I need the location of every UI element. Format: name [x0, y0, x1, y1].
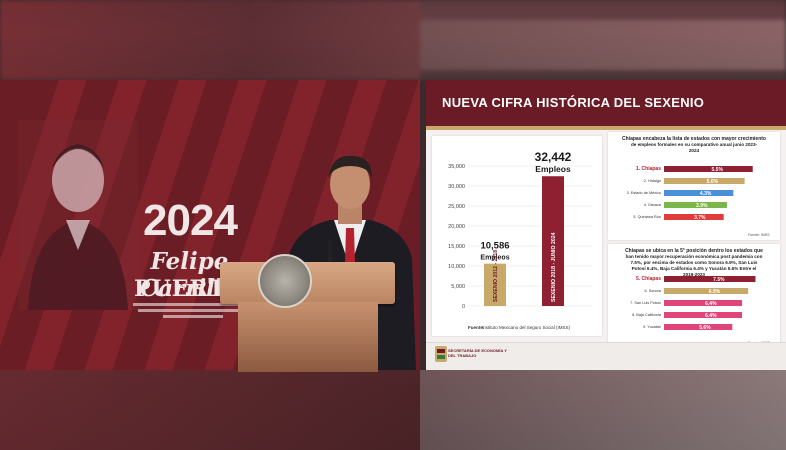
bottom-chart-value-label: 6.4% — [705, 313, 717, 319]
bottom-chart-category-label: 5. Chiapas — [636, 276, 661, 282]
main-chart-card — [432, 136, 602, 336]
top-chart-value-label: 4.3% — [700, 191, 712, 197]
main-chart-value-label: 10,586 — [480, 241, 509, 252]
bottom-chart-value-label: 7.5% — [713, 277, 725, 283]
presentation-slide: NUEVA CIFRA HISTÓRICA DEL SEXENIO 0 5,000… — [426, 80, 786, 370]
top-chart-card — [608, 132, 780, 240]
bottom-chart-bar — [664, 312, 743, 318]
bottom-chart-bar — [664, 276, 756, 282]
slide-header — [426, 80, 786, 126]
slide-accent-bar — [426, 126, 786, 130]
national-seal-icon — [258, 254, 312, 308]
top-chart-category-label: 2. Hidalgo — [644, 179, 661, 183]
top-chart-title-line: 2024 — [689, 148, 700, 153]
main-chart-ytick: 25,000 — [448, 204, 465, 210]
bottom-chart-bar — [664, 300, 743, 306]
bottom-chart-value-label: 6.9% — [709, 289, 721, 295]
bottom-chart-title-line: Chiapas se ubica en la 5° posición dentr… — [625, 248, 763, 254]
bottom-chart-title-line: Potosí 6.4%, Baja California 6.4% y Yuca… — [632, 266, 757, 271]
bottom-chart-title-line: han tenido mayor recuperación económica … — [626, 254, 763, 259]
blurred-background-top — [0, 0, 786, 80]
main-chart-ytick: 30,000 — [448, 184, 465, 190]
top-chart-title-line: Chiapas encabeza la lista de estados con… — [622, 136, 766, 142]
top-chart-bar — [664, 202, 727, 208]
top-chart-title-line: de empleos formales en su comparativo an… — [631, 142, 758, 147]
bottom-chart-title-line: 2019-2023 — [683, 272, 705, 277]
top-chart: Chiapas encabeza la lista de estados con… — [622, 136, 770, 237]
main-chart-category-label: SEXENIO 2018 - JUNIO 2024 — [551, 232, 557, 302]
main-chart-value-label: 32,442 — [535, 150, 572, 164]
top-chart-bar — [664, 214, 724, 220]
slide-footer — [426, 342, 786, 370]
blurred-background-bottom — [0, 370, 786, 450]
slide-title: NUEVA CIFRA HISTÓRICA DEL SEXENIO — [442, 95, 705, 110]
top-chart-category-label: 4. Oaxaca — [644, 203, 662, 207]
main-chart-bar — [542, 176, 564, 306]
top-chart-category-label: 1. Chiapas — [636, 166, 661, 172]
state-emblem-icon — [435, 346, 447, 362]
top-chart-value-label: 5.5% — [712, 167, 724, 173]
microphone — [328, 240, 332, 264]
bottom-chart-category-label: 8. Baja California — [632, 313, 662, 317]
footer-org: SECRETARÍA DE ECONOMÍA Y DEL TRABAJO — [448, 348, 507, 358]
main-chart-unit-label: Empleos — [535, 164, 571, 174]
main-chart-bar — [484, 263, 506, 306]
top-chart-value-label: 5.0% — [707, 179, 719, 185]
bottom-chart-card — [608, 244, 780, 348]
top-chart-value-label: 3.9% — [696, 203, 708, 209]
main-chart-ytick: 10,000 — [448, 264, 465, 270]
podium — [220, 240, 395, 372]
main-chart: 0 5,000 10,000 15,000 20,000 25,000 30,000 35,0… — [448, 150, 592, 330]
top-chart-bar — [664, 166, 753, 172]
main-chart-source-label: Fuente: — [468, 325, 485, 330]
main-chart-ytick: 35,000 — [448, 164, 465, 170]
top-chart-value-label: 3.7% — [694, 215, 706, 221]
main-chart-category-label: SEXENIO 2012 - 2018 — [493, 250, 499, 302]
bottom-chart-bar — [664, 324, 733, 330]
bottom-chart: Chiapas se ubica en la 5° posición dentr… — [625, 248, 770, 345]
historic-portrait — [18, 120, 138, 310]
top-chart-bar — [664, 190, 734, 196]
backdrop-subtitle-lines — [128, 300, 258, 330]
top-chart-category-label: 5. Quintana Roo — [633, 215, 661, 219]
bottom-chart-title-line: 7.5%, por encima de estados como Sonora … — [631, 260, 758, 265]
bottom-chart-bar — [664, 288, 749, 294]
top-chart-bar — [664, 178, 745, 184]
bottom-chart-category-label: 9. Yucatán — [643, 325, 661, 329]
main-chart-ytick: 15,000 — [448, 244, 465, 250]
bottom-chart-category-label: 6. Sonora — [645, 289, 662, 293]
backdrop-year: 2024 — [143, 196, 238, 245]
bottom-chart-category-label: 7. San Luis Potosí — [630, 301, 662, 305]
main-chart-unit-label: Empleos — [480, 255, 509, 262]
main-chart-ytick: 5,000 — [451, 284, 465, 290]
top-chart-category-label: 3. Estado de México — [627, 191, 661, 195]
main-chart-ytick: 0 — [462, 304, 465, 310]
main-chart-source: Instituto Mexicano del Seguro Social (IM… — [482, 325, 571, 330]
top-chart-source: Fuente: IMSS — [748, 233, 770, 237]
main-chart-ytick: 20,000 — [448, 224, 465, 230]
bottom-chart-value-label: 5.6% — [699, 325, 711, 331]
bottom-chart-value-label: 6.4% — [705, 301, 717, 307]
